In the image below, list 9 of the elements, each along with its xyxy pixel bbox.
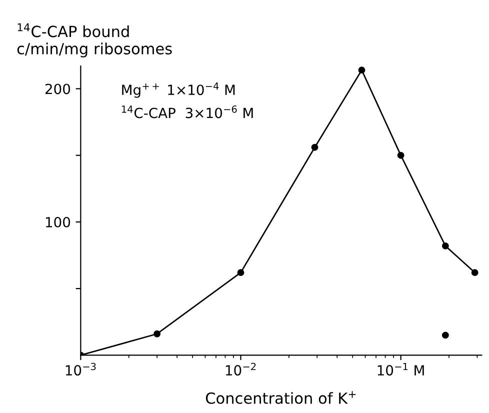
x-tick-label: 10$^{−1}$ M xyxy=(378,362,424,376)
x-axis-title: Concentration of K$^{+}$ xyxy=(206,391,356,404)
x-tick-label: 10$^{−3}$ xyxy=(66,362,96,376)
y-axis-title: $^{14}$C-CAP bound c/min/mg ribosomes xyxy=(17,23,172,58)
annotation: $^{14}$C-CAP 3×10$^{−6}$ M xyxy=(122,105,253,118)
annotation: Mg$^{++}$ 1×10$^{−4}$ M xyxy=(122,82,235,98)
x-tick-label: 10$^{−2}$ xyxy=(226,362,256,376)
y-tick-label: 200 xyxy=(45,84,70,94)
y-tick-label: 100 xyxy=(46,216,70,228)
